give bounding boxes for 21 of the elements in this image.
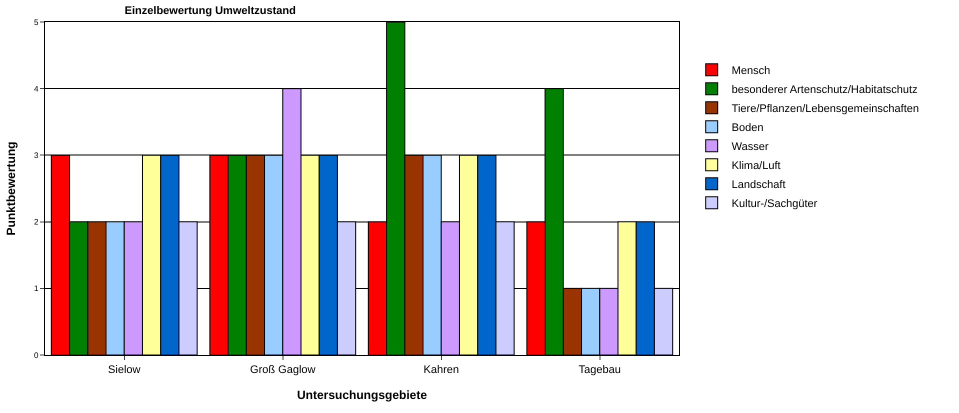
y-tick-label: 2 (34, 218, 39, 227)
legend-label: Wasser (732, 141, 769, 154)
legend-label: Boden (732, 122, 764, 134)
legend-label: Klima/Luft (732, 160, 781, 172)
y-tick-label: 0 (34, 350, 39, 360)
x-axis-title: Untersuchungsgebiete (296, 388, 428, 402)
y-tick-label: 4 (34, 84, 39, 94)
chart-title: Einzelbewertung Umweltzustand (124, 4, 296, 17)
legend-label: Kultur-/Sachgüter (732, 198, 818, 210)
legend-label: besonderer Artenschutz/Habitatschutz (732, 84, 918, 96)
legend-label: Landschaft (732, 179, 786, 192)
y-tick-label: 5 (34, 18, 39, 27)
y-axis-title: Punktbewertung (4, 141, 18, 236)
x-tick-label: Groß Gaglow (250, 364, 316, 376)
x-tick-label: Tagebau (578, 364, 621, 376)
x-tick-label: Sielow (108, 364, 141, 376)
x-tick-label: Kahren (424, 364, 459, 376)
y-tick-label: 3 (34, 151, 39, 160)
legend-label: Tiere/Pflanzen/Lebensgemeinschaften (732, 103, 920, 116)
y-tick-label: 1 (34, 284, 39, 294)
legend-label: Mensch (732, 65, 770, 78)
